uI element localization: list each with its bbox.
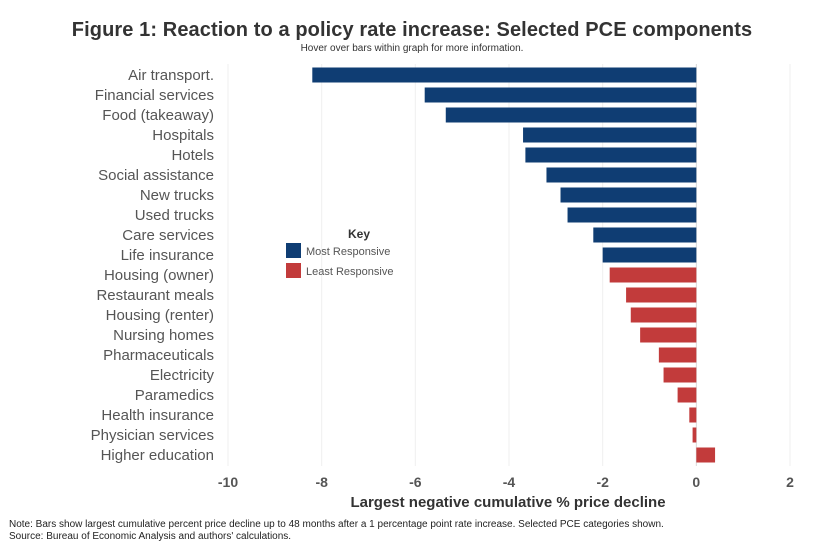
x-tick-label: -2: [596, 474, 609, 490]
category-label: Hospitals: [152, 127, 214, 144]
category-label: Financial services: [95, 87, 214, 104]
bar-paramedics[interactable]: [677, 387, 697, 403]
legend-swatch-most: [286, 243, 301, 258]
bar-housing-renter[interactable]: [630, 307, 697, 323]
x-tick-label: -10: [218, 474, 238, 490]
bars: [312, 67, 716, 463]
category-label: Paramedics: [135, 387, 214, 404]
legend-label-least: Least Responsive: [306, 266, 393, 278]
chart-title: Figure 1: Reaction to a policy rate incr…: [71, 19, 753, 41]
bar-food-takeaway[interactable]: [445, 107, 697, 123]
category-labels: Air transport. Financial services Food (ta…: [91, 67, 215, 464]
category-label: Housing (owner): [104, 267, 214, 284]
x-tick-label: -8: [315, 474, 328, 490]
category-label: Higher education: [101, 447, 214, 464]
category-label: Care services: [122, 227, 214, 244]
x-tick-label: -6: [409, 474, 422, 490]
category-label: Pharmaceuticals: [103, 347, 214, 364]
category-label: Life insurance: [121, 247, 214, 264]
category-label: New trucks: [140, 187, 214, 204]
category-label: Nursing homes: [113, 327, 214, 344]
category-label: Hotels: [171, 147, 214, 164]
category-label: Social assistance: [98, 167, 214, 184]
bar-health-insurance[interactable]: [689, 407, 697, 423]
bar-hospitals[interactable]: [523, 127, 697, 143]
legend-label-most: Most Responsive: [306, 246, 390, 258]
bar-nursing-homes[interactable]: [640, 327, 697, 343]
category-label: Food (takeaway): [102, 107, 214, 124]
category-label: Health insurance: [101, 407, 214, 424]
legend-swatch-least: [286, 263, 301, 278]
x-tick-labels: -10 -8 -6 -4 -2 0 2: [218, 474, 794, 490]
bar-financial-services[interactable]: [424, 87, 697, 103]
bar-air-transport[interactable]: [312, 67, 697, 83]
x-tick-label: 0: [692, 474, 700, 490]
bar-hotels[interactable]: [525, 147, 697, 163]
bar-used-trucks[interactable]: [567, 207, 697, 223]
bar-pharmaceuticals[interactable]: [658, 347, 697, 363]
legend-title: Key: [348, 227, 370, 241]
chart-subtitle: Hover over bars within graph for more in…: [300, 43, 524, 54]
x-tick-label: 2: [786, 474, 794, 490]
category-label: Used trucks: [135, 207, 214, 224]
category-label: Electricity: [150, 367, 215, 384]
footnote: Note: Bars show largest cumulative perce…: [9, 519, 664, 543]
bar-life-insurance[interactable]: [602, 247, 697, 263]
grid-lines: [227, 64, 791, 466]
bar-housing-owner[interactable]: [609, 267, 697, 283]
bar-electricity[interactable]: [663, 367, 697, 383]
source-text: Source: Bureau of Economic Analysis and …: [9, 531, 292, 542]
category-label: Housing (renter): [106, 307, 214, 324]
category-label: Physician services: [91, 427, 214, 444]
category-label: Restaurant meals: [96, 287, 214, 304]
x-tick-label: -4: [503, 474, 516, 490]
note-text: Note: Bars show largest cumulative perce…: [9, 519, 664, 530]
bar-physician-services[interactable]: [692, 427, 697, 443]
bar-care-services[interactable]: [593, 227, 697, 243]
bar-new-trucks[interactable]: [560, 187, 697, 203]
x-axis-label: Largest negative cumulative % price decl…: [350, 494, 665, 511]
bar-restaurant-meals[interactable]: [626, 287, 697, 303]
legend: Key Most Responsive Least Responsive: [286, 227, 393, 278]
bar-higher-education[interactable]: [696, 447, 716, 463]
bar-social-assistance[interactable]: [546, 167, 697, 183]
category-label: Air transport.: [128, 67, 214, 84]
